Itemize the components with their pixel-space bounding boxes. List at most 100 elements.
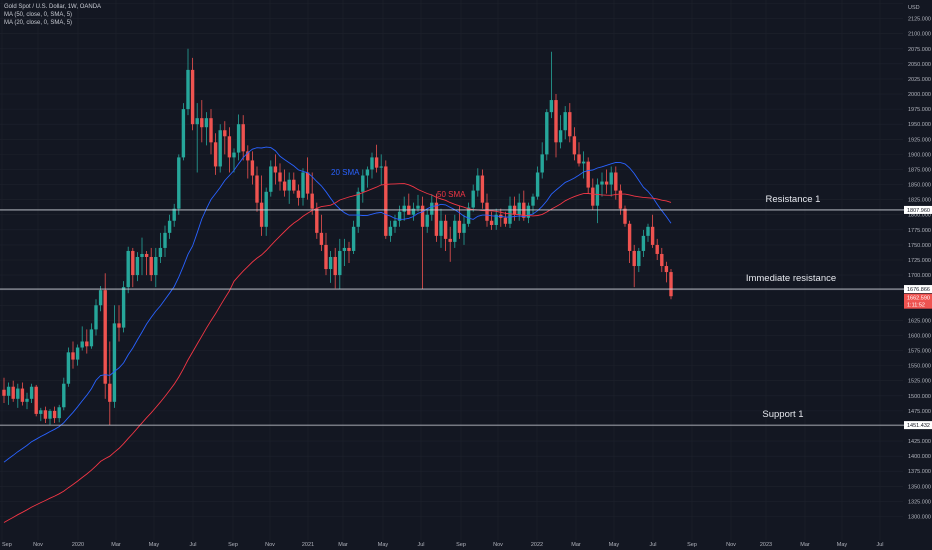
level-label: Immediate resistance [746,273,836,284]
candle-body [190,69,195,125]
time-axis[interactable]: Sep Nov 2020 Mar May Jul Sep Nov 2021 Mar May Jul Se… [2,542,884,548]
candle-body [526,205,531,218]
candle-body [66,352,71,384]
candle-body [462,223,466,233]
price-tick-label: 1375.000 [908,469,931,475]
candle-body [80,341,84,348]
time-tick-label: Mar [571,542,581,548]
ma20-indicator-label[interactable]: MA (20, close, 0, SMA, 5) [4,20,73,26]
candle-body [439,220,443,236]
candle-body [443,220,448,239]
last-price-countdown: 1:11:52 [907,303,925,309]
candle-body [554,100,558,143]
candle-body [485,202,489,221]
price-tick-label: 1875.000 [908,167,931,173]
candle-body [333,256,337,276]
price-tick-label: 1925.000 [908,137,931,143]
price-tick-label: 1850.000 [908,183,931,189]
candle-body [646,226,650,236]
candle-body [52,410,57,419]
candle-body [75,347,80,360]
candle-body [600,181,604,185]
candle-body [34,386,38,414]
candle-body [641,235,646,251]
chart-legend: Gold Spot / U.S. Dollar, 1W, OANDA MA (5… [4,3,101,27]
candle-body [310,193,314,209]
time-tick-label: Jul [189,542,196,548]
candle-body [604,181,609,185]
candle-body [563,112,567,131]
price-tick-label: 1975.000 [908,107,931,113]
time-tick-label: 2023 [760,542,772,548]
candle-body [85,341,89,347]
candles [2,48,673,426]
candle-body [632,250,636,267]
candle-body [255,175,259,203]
candle-body [144,253,149,257]
candle-body [453,220,457,242]
price-tick-label: 2125.000 [908,17,931,23]
price-tick-label: 2050.000 [908,62,931,68]
candle-body [531,196,535,206]
price-tick-label: 1700.000 [908,273,931,279]
candle-body [535,172,540,197]
candle-body [112,323,117,402]
level-price-tag[interactable] [904,285,932,294]
candle-body [43,410,48,419]
symbol-title[interactable]: Gold Spot / U.S. Dollar, 1W, OANDA [4,4,102,10]
time-tick-label: Mar [338,542,348,548]
level-price-tag[interactable] [904,205,932,214]
candle-body [494,214,498,225]
candle-body [618,190,623,209]
price-axis[interactable]: USD 1300.000 1325.000 1350.000 1375.000 1400.… [904,5,932,521]
time-tick-label: May [837,542,848,548]
price-tick-label: 2100.000 [908,32,931,38]
candle-body [200,118,204,128]
time-tick-label: Jul [417,542,424,548]
candle-body [195,118,199,125]
ma50-indicator-label[interactable]: MA (50, close, 0, SMA, 5) [4,12,73,18]
price-tick-label: 1825.000 [908,198,931,204]
time-tick-label: May [378,542,389,548]
candle-body [609,172,613,185]
candle-body [135,256,140,276]
candle-body [287,179,291,191]
candle-body [581,161,586,164]
candle-body [660,253,664,267]
price-tick-label: 2025.000 [908,77,931,83]
candle-body [232,152,236,158]
moving-averages: 20 SMA 50 SMA [3,146,672,523]
candle-body [572,136,577,155]
horizontal-levels[interactable]: Resistance 1 Immediate resistance Support … [0,194,904,426]
candle-body [402,205,406,212]
candle-body [167,220,172,233]
candle-body [177,157,181,209]
time-tick-label: 2021 [302,542,314,548]
candle-body [11,386,15,399]
candle-body [296,190,301,198]
candle-body [292,179,296,191]
price-tick-label: 1900.000 [908,152,931,158]
candle-body [278,172,282,182]
candle-body [282,181,287,191]
candle-body [614,172,618,191]
candle-body [627,223,632,251]
candle-body [356,191,360,227]
candle-body [259,202,264,227]
candle-body [305,172,310,194]
last-price-tag[interactable] [904,293,932,309]
price-tick-label: 1400.000 [908,454,931,460]
candle-body [315,208,319,233]
candle-body [558,130,563,143]
candle-body [434,202,439,236]
price-tick-label: 1575.000 [908,349,931,355]
candle-body [457,220,462,233]
candle-body [365,169,370,176]
candle-body [121,287,126,328]
candle-body [374,157,379,168]
price-tick-label: 1800.000 [908,213,931,219]
level-price-tag[interactable] [904,421,932,430]
candle-body [669,272,673,297]
candle-body [250,160,255,176]
